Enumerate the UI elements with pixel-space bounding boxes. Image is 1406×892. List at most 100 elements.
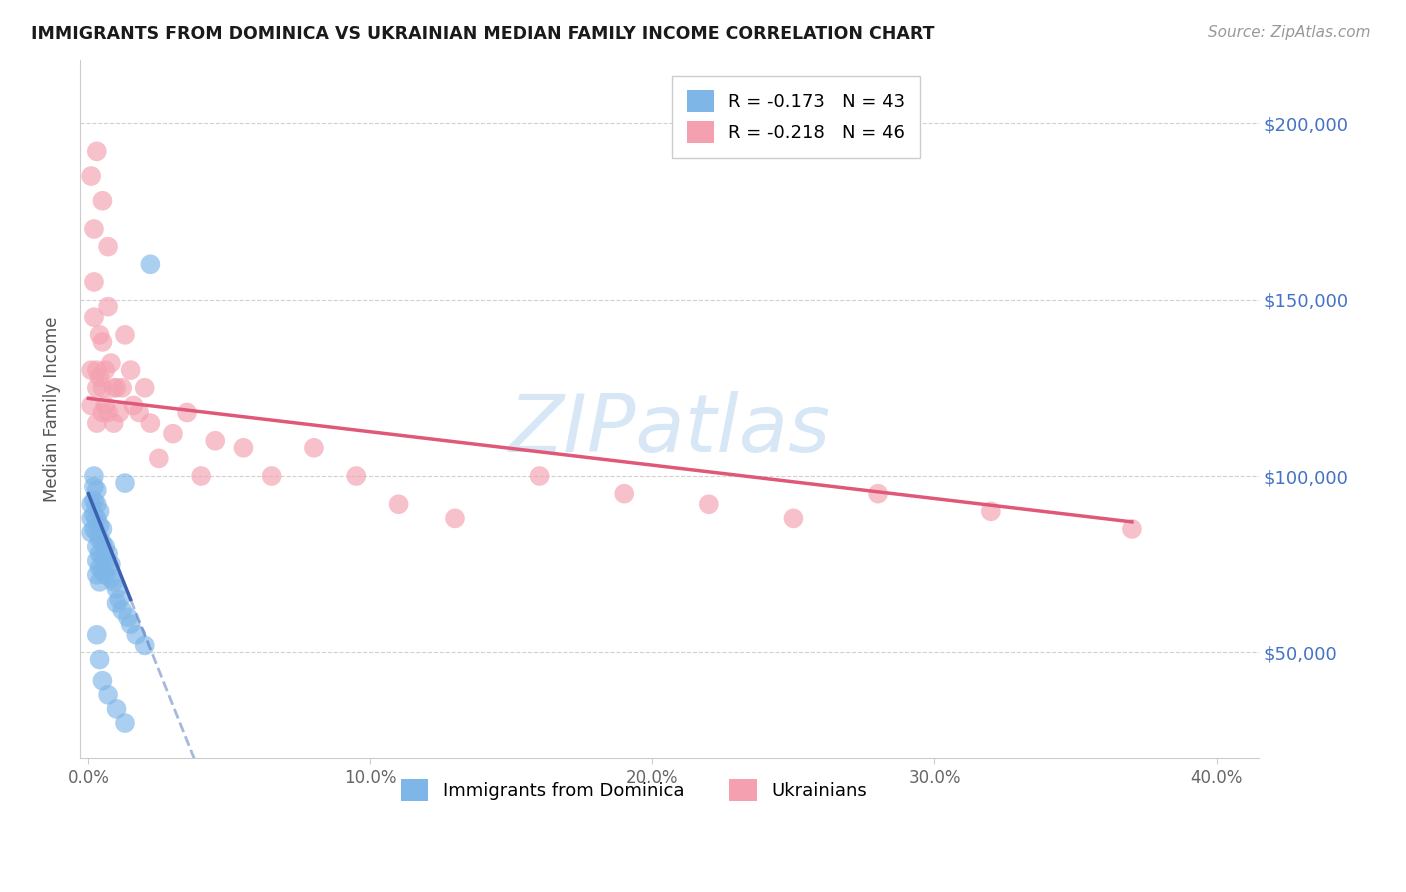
- Point: [120, 617, 142, 632]
- Point: [980, 504, 1002, 518]
- Point: [91, 381, 114, 395]
- Point: [91, 405, 114, 419]
- Point: [86, 363, 108, 377]
- Point: [782, 511, 804, 525]
- Point: [83, 310, 105, 325]
- Point: [444, 511, 467, 525]
- Point: [108, 592, 131, 607]
- Point: [529, 469, 551, 483]
- Point: [97, 688, 120, 702]
- Point: [139, 257, 162, 271]
- Point: [91, 550, 114, 565]
- Text: Source: ZipAtlas.com: Source: ZipAtlas.com: [1208, 25, 1371, 40]
- Point: [1121, 522, 1143, 536]
- Point: [86, 497, 108, 511]
- Point: [91, 194, 114, 208]
- Legend: Immigrants from Dominica, Ukrainians: Immigrants from Dominica, Ukrainians: [387, 764, 882, 815]
- Point: [89, 561, 111, 575]
- Point: [108, 405, 131, 419]
- Point: [91, 536, 114, 550]
- Point: [94, 567, 117, 582]
- Point: [111, 603, 134, 617]
- Point: [344, 469, 367, 483]
- Point: [80, 399, 103, 413]
- Point: [86, 628, 108, 642]
- Point: [86, 525, 108, 540]
- Point: [97, 547, 120, 561]
- Point: [114, 327, 136, 342]
- Point: [89, 533, 111, 547]
- Point: [103, 416, 125, 430]
- Point: [83, 493, 105, 508]
- Point: [86, 511, 108, 525]
- Point: [139, 416, 162, 430]
- Point: [83, 222, 105, 236]
- Point: [117, 610, 139, 624]
- Point: [697, 497, 720, 511]
- Point: [97, 300, 120, 314]
- Point: [105, 702, 128, 716]
- Point: [86, 554, 108, 568]
- Point: [89, 504, 111, 518]
- Point: [105, 596, 128, 610]
- Point: [190, 469, 212, 483]
- Point: [83, 508, 105, 522]
- Point: [80, 525, 103, 540]
- Point: [86, 483, 108, 497]
- Point: [100, 356, 122, 370]
- Point: [89, 547, 111, 561]
- Point: [94, 363, 117, 377]
- Point: [89, 327, 111, 342]
- Point: [83, 275, 105, 289]
- Point: [128, 405, 150, 419]
- Point: [100, 571, 122, 585]
- Point: [204, 434, 226, 448]
- Point: [114, 716, 136, 731]
- Point: [91, 673, 114, 688]
- Point: [97, 405, 120, 419]
- Point: [176, 405, 198, 419]
- Point: [80, 511, 103, 525]
- Point: [80, 497, 103, 511]
- Point: [83, 522, 105, 536]
- Point: [125, 628, 148, 642]
- Point: [94, 540, 117, 554]
- Point: [80, 363, 103, 377]
- Point: [86, 145, 108, 159]
- Point: [111, 381, 134, 395]
- Point: [232, 441, 254, 455]
- Text: IMMIGRANTS FROM DOMINICA VS UKRAINIAN MEDIAN FAMILY INCOME CORRELATION CHART: IMMIGRANTS FROM DOMINICA VS UKRAINIAN ME…: [31, 25, 935, 43]
- Point: [868, 486, 890, 500]
- Point: [91, 564, 114, 578]
- Point: [148, 451, 170, 466]
- Point: [387, 497, 409, 511]
- Point: [80, 169, 103, 183]
- Point: [260, 469, 283, 483]
- Point: [105, 582, 128, 596]
- Point: [89, 652, 111, 666]
- Point: [94, 399, 117, 413]
- Point: [162, 426, 184, 441]
- Point: [86, 567, 108, 582]
- Point: [94, 554, 117, 568]
- Point: [83, 480, 105, 494]
- Point: [122, 399, 145, 413]
- Point: [83, 469, 105, 483]
- Point: [89, 574, 111, 589]
- Point: [134, 639, 156, 653]
- Point: [91, 522, 114, 536]
- Point: [97, 561, 120, 575]
- Point: [120, 363, 142, 377]
- Point: [134, 381, 156, 395]
- Point: [103, 381, 125, 395]
- Point: [97, 239, 120, 253]
- Point: [89, 518, 111, 533]
- Point: [105, 381, 128, 395]
- Text: ZIPatlas: ZIPatlas: [509, 391, 831, 469]
- Y-axis label: Median Family Income: Median Family Income: [44, 317, 60, 501]
- Point: [89, 370, 111, 384]
- Point: [613, 486, 636, 500]
- Point: [114, 476, 136, 491]
- Point: [302, 441, 325, 455]
- Point: [86, 381, 108, 395]
